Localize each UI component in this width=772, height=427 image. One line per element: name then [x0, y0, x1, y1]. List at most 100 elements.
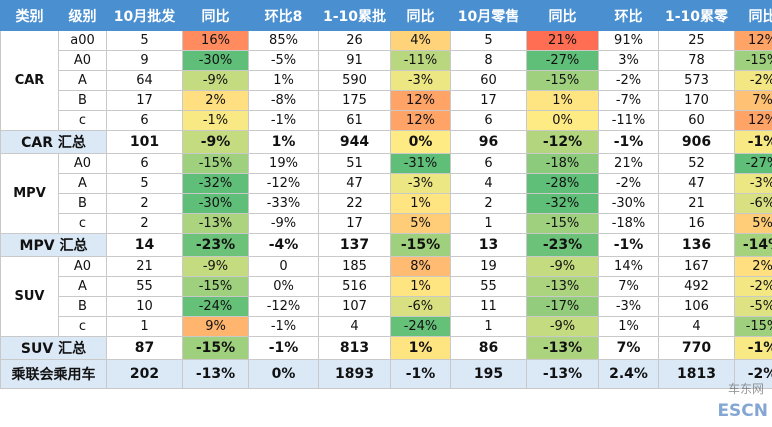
data-cell: 1	[450, 316, 527, 337]
data-cell: 12%	[734, 110, 772, 131]
data-cell: 6	[106, 110, 183, 131]
data-cell: 573	[658, 70, 735, 91]
data-cell: -18%	[526, 153, 599, 174]
data-cell: 137	[318, 233, 391, 257]
data-cell: 12%	[390, 110, 451, 131]
table-row: B 17 2% -8% 175 12% 17 1% -7% 170 7%	[1, 90, 772, 111]
data-cell: 590	[318, 70, 391, 91]
data-cell: -32%	[526, 193, 599, 214]
data-cell: 21	[658, 193, 735, 214]
data-cell: 47	[658, 173, 735, 194]
total-cell: -2%	[734, 359, 772, 389]
data-cell: 0	[248, 256, 319, 277]
data-cell: -14%	[734, 233, 772, 257]
data-cell: 516	[318, 276, 391, 297]
data-cell: -1%	[182, 110, 249, 131]
data-cell: -9%	[526, 316, 599, 337]
data-cell: -15%	[390, 233, 451, 257]
data-cell: 5%	[734, 213, 772, 234]
data-cell: -23%	[526, 233, 599, 257]
data-cell: 175	[318, 90, 391, 111]
data-cell: 14%	[598, 256, 659, 277]
data-cell: 1	[450, 213, 527, 234]
data-cell: 87	[106, 336, 183, 360]
data-cell: 8%	[390, 256, 451, 277]
data-cell: -15%	[182, 276, 249, 297]
header-cell: 环比	[598, 0, 659, 31]
data-cell: -1%	[598, 233, 659, 257]
total-cell: 2.4%	[598, 359, 659, 389]
data-cell: -3%	[390, 173, 451, 194]
data-cell: -2%	[598, 173, 659, 194]
data-cell: 25	[658, 30, 735, 51]
data-cell: -5%	[248, 50, 319, 71]
data-cell: 4%	[390, 30, 451, 51]
data-cell: -17%	[526, 296, 599, 317]
data-cell: -23%	[182, 233, 249, 257]
data-cell: 185	[318, 256, 391, 277]
data-cell: -2%	[734, 276, 772, 297]
data-cell: 1	[106, 316, 183, 337]
summary-label: SUV 汇总	[0, 336, 107, 360]
data-cell: 17	[318, 213, 391, 234]
total-cell: 0%	[248, 359, 319, 389]
header-cell: 同比	[526, 0, 599, 31]
table-row: A09-30%-5%91-11%8-27%3%78-15%	[1, 50, 772, 71]
data-cell: -6%	[390, 296, 451, 317]
data-cell: 11	[450, 296, 527, 317]
data-cell: -27%	[734, 153, 772, 174]
data-cell: 17	[106, 90, 183, 111]
data-cell: -12%	[248, 173, 319, 194]
level-cell: A0	[58, 153, 107, 174]
data-cell: -7%	[598, 90, 659, 111]
data-cell: 8	[450, 50, 527, 71]
total-cell: 202	[106, 359, 183, 389]
header-cell: 同比	[182, 0, 249, 31]
table-row: SUV A0 21 -9% 0 185 8% 19 -9% 14% 167 2%	[0, 256, 772, 337]
data-cell: -2%	[598, 70, 659, 91]
data-cell: 14	[106, 233, 183, 257]
level-cell: c	[58, 316, 107, 337]
data-cell: 55	[450, 276, 527, 297]
data-cell: -15%	[526, 70, 599, 91]
data-cell: -1%	[248, 110, 319, 131]
data-cell: 21%	[598, 153, 659, 174]
data-cell: -9%	[182, 130, 249, 154]
data-cell: 22	[318, 193, 391, 214]
data-cell: 1%	[526, 90, 599, 111]
data-cell: 1%	[598, 316, 659, 337]
data-cell: 91	[318, 50, 391, 71]
data-cell: -33%	[248, 193, 319, 214]
sales-table: 类别级别10月批发同比环比81-10累批同比10月零售同比环比1-10累零同比C…	[0, 0, 772, 389]
data-cell: 17	[450, 90, 527, 111]
data-cell: -24%	[390, 316, 451, 337]
level-cell: A	[58, 70, 107, 91]
data-cell: 4	[658, 316, 735, 337]
data-cell: 78	[658, 50, 735, 71]
watermark-sub: 车东网	[727, 382, 764, 396]
data-cell: -9%	[182, 70, 249, 91]
data-cell: 47	[318, 173, 391, 194]
header-cell: 1-10累批	[318, 0, 391, 31]
data-cell: -8%	[248, 90, 319, 111]
data-cell: -15%	[734, 50, 772, 71]
data-cell: -2%	[734, 70, 772, 91]
data-cell: -1%	[598, 130, 659, 154]
table-row: A5-32%-12%47-3%4-28%-2%47-3%	[1, 173, 772, 194]
data-cell: -32%	[182, 173, 249, 194]
total-cell: 1893	[318, 359, 391, 389]
summary-label: CAR 汇总	[0, 130, 107, 154]
data-cell: 101	[106, 130, 183, 154]
header-cell: 10月零售	[450, 0, 527, 31]
total-cell: -1%	[390, 359, 451, 389]
data-cell: -18%	[598, 213, 659, 234]
data-cell: 2	[106, 213, 183, 234]
level-cell: A	[58, 173, 107, 194]
level-cell: A0	[58, 256, 107, 277]
data-cell: 85%	[248, 30, 319, 51]
